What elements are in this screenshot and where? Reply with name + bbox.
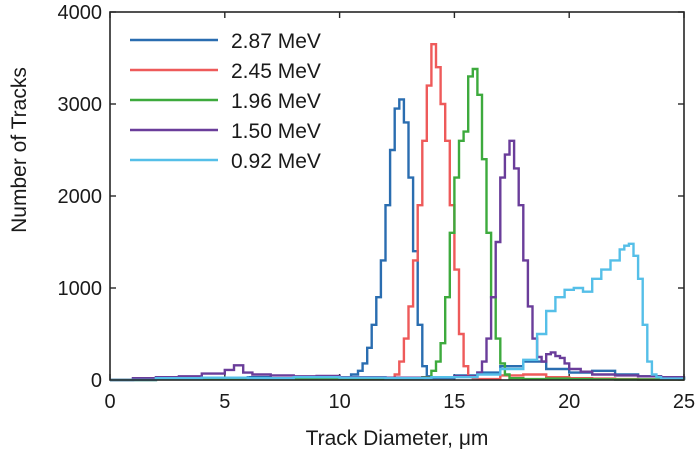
x-tick-label: 0 bbox=[104, 391, 115, 413]
x-tick-label: 5 bbox=[219, 391, 230, 413]
y-tick-label: 2000 bbox=[58, 186, 103, 208]
legend: 2.87 MeV 2.45 MeV 1.96 MeV 1.50 MeV 0.92 MeV bbox=[130, 30, 321, 173]
x-tick-label: 10 bbox=[328, 391, 350, 413]
series-line-4 bbox=[110, 242, 686, 382]
x-tick-label: 20 bbox=[558, 391, 580, 413]
legend-label-4: 0.92 MeV bbox=[231, 150, 321, 173]
x-tick-label: 25 bbox=[673, 391, 695, 413]
y-tick-label: 4000 bbox=[58, 2, 103, 24]
legend-label-2: 1.96 MeV bbox=[231, 90, 321, 113]
y-axis-label: Number of Tracks bbox=[8, 67, 31, 233]
axes bbox=[109, 11, 685, 381]
legend-label-3: 1.50 MeV bbox=[231, 120, 321, 143]
x-tick-label: 15 bbox=[443, 391, 465, 413]
tick-labels: 0 5 10 15 20 25 0 1000 2000 3000 4000 bbox=[58, 2, 696, 413]
legend-label-0: 2.87 MeV bbox=[231, 30, 321, 53]
axes-frame bbox=[109, 11, 685, 381]
legend-label-1: 2.45 MeV bbox=[231, 60, 321, 83]
series-line-3 bbox=[110, 139, 686, 382]
y-tick-label: 1000 bbox=[58, 278, 103, 300]
x-axis-label: Track Diameter, μm bbox=[306, 427, 489, 450]
y-tick-label: 3000 bbox=[58, 94, 103, 116]
y-tick-label: 0 bbox=[91, 370, 102, 392]
series-lines bbox=[110, 43, 686, 382]
